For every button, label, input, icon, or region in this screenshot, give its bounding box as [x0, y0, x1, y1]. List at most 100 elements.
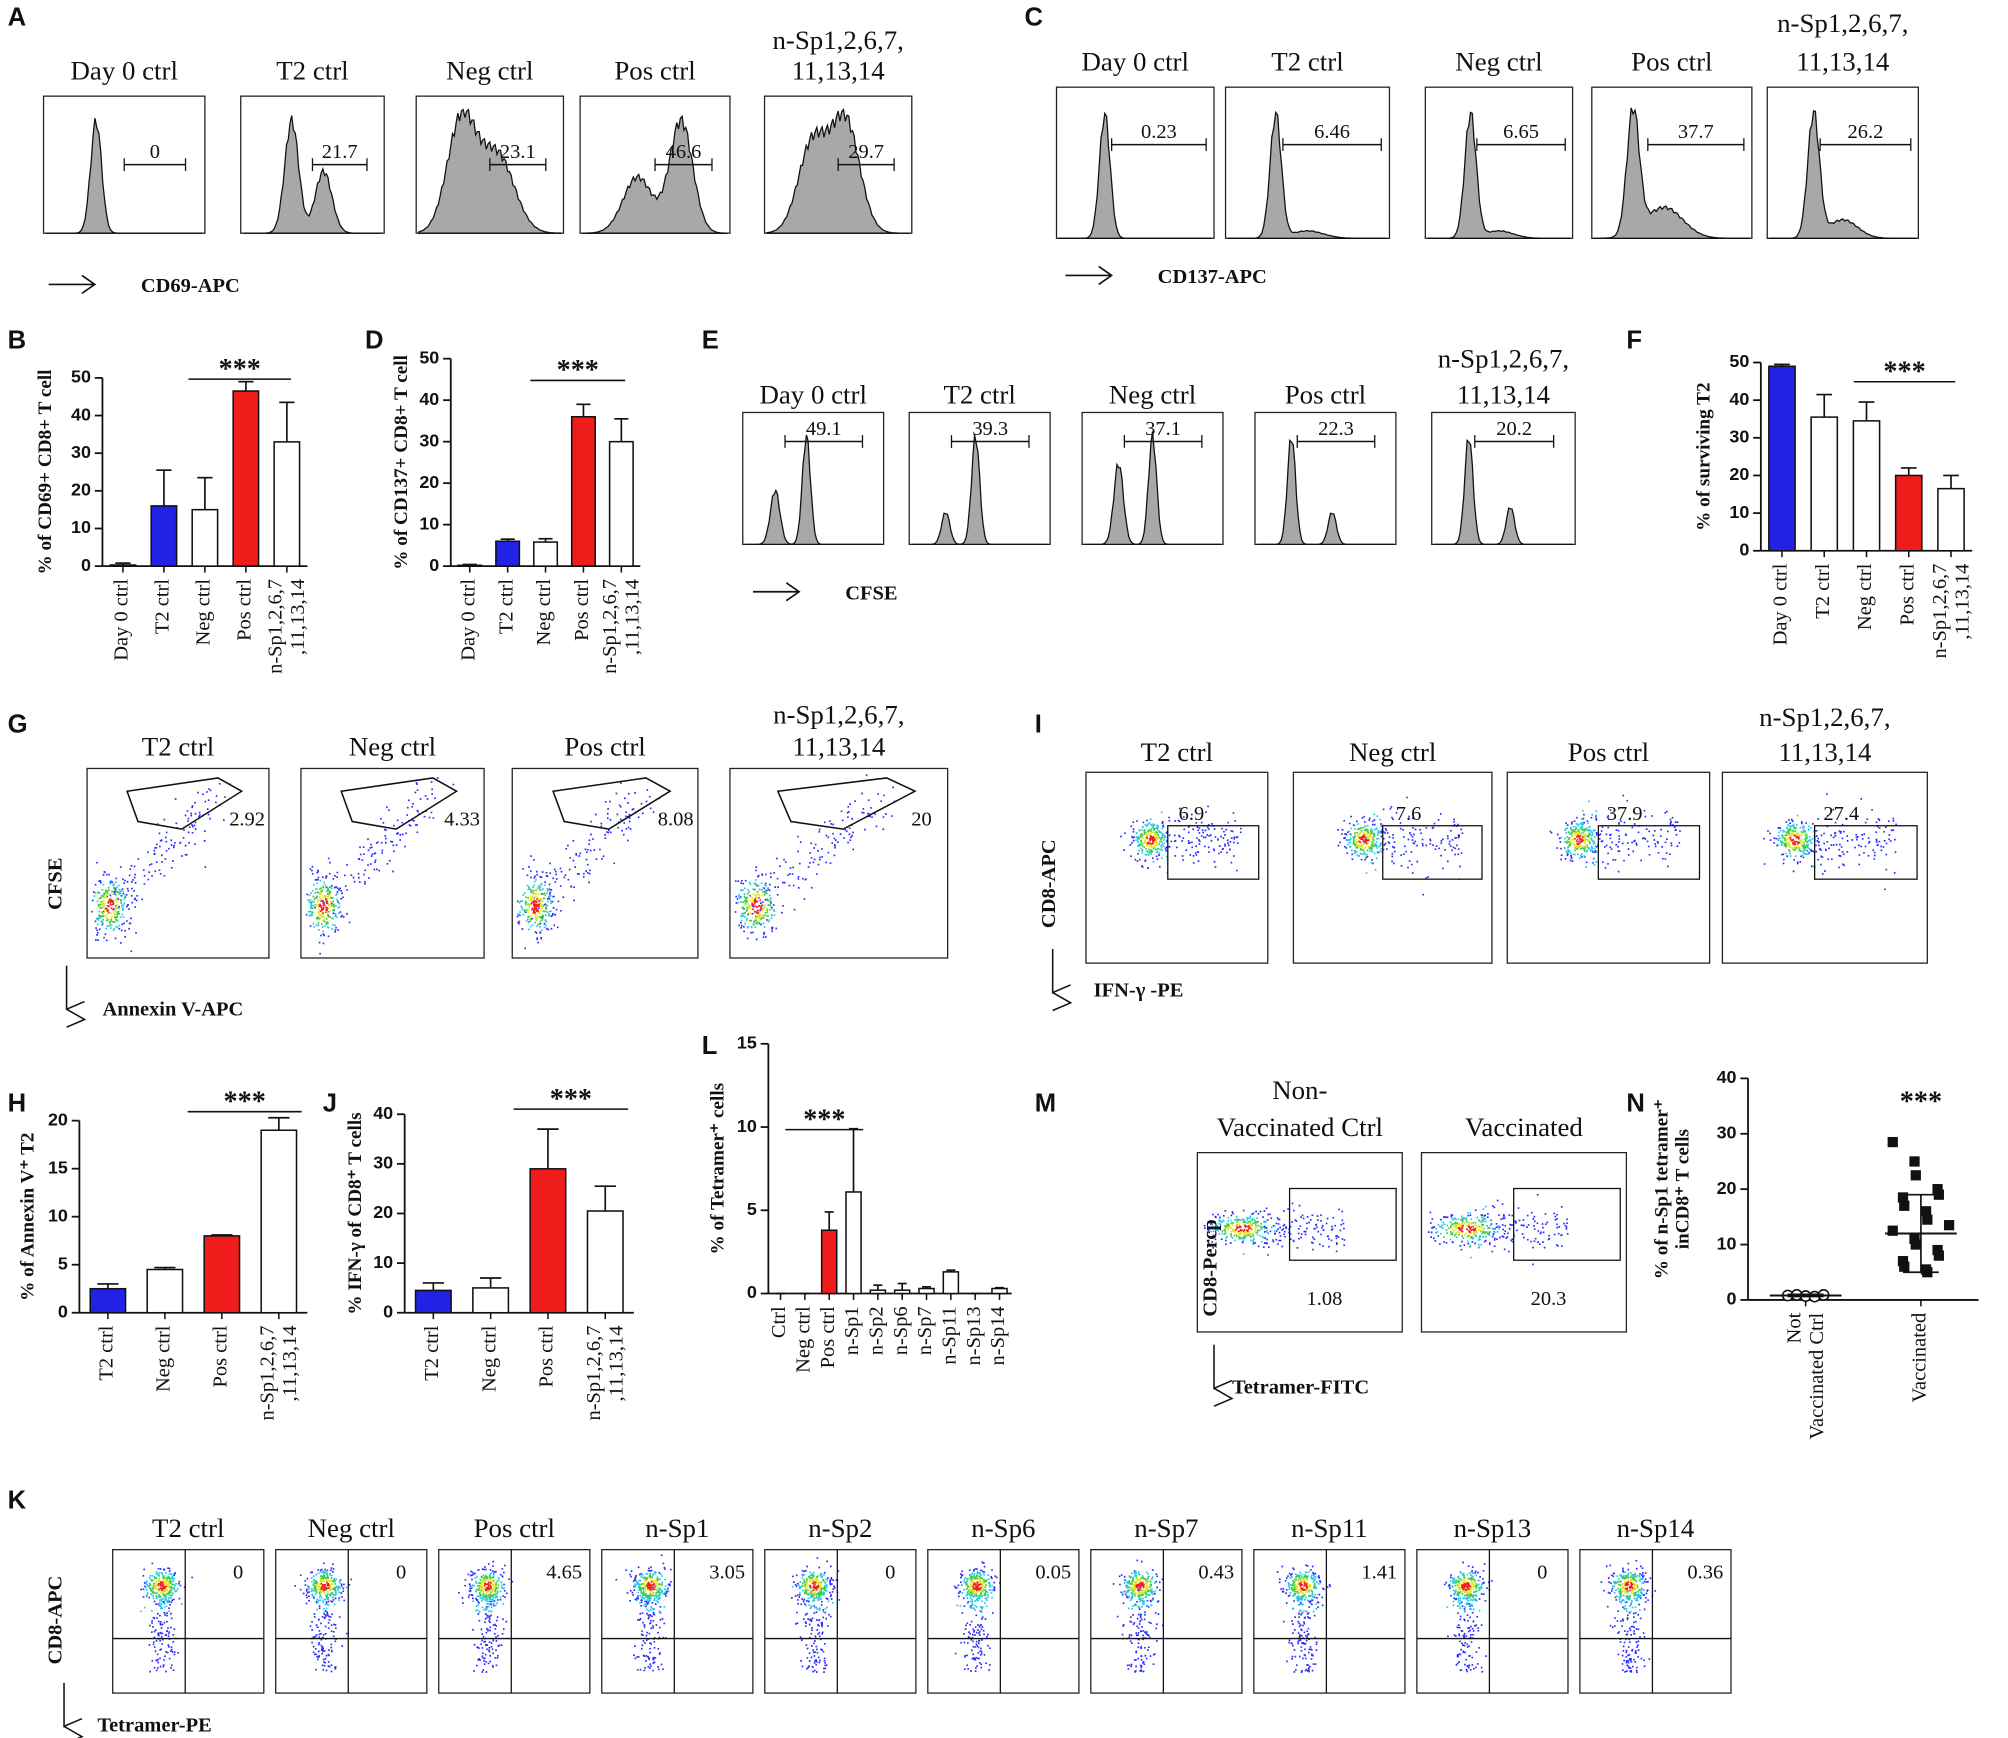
y-tick-label: 10: [737, 1116, 757, 1136]
x-axis-label: IFN-γ -PE: [1094, 979, 1184, 1001]
gate: [340, 777, 459, 830]
y-tick-label: 10: [1729, 502, 1749, 522]
x-tick-label: Neg ctrl: [533, 579, 555, 646]
flow-dots: [526, 892, 544, 920]
flow-dots: [1135, 1582, 1145, 1592]
significance: ***: [219, 354, 261, 385]
bar: [570, 415, 596, 567]
y-tick-label: 0: [81, 555, 91, 575]
flow-dots: [638, 1574, 664, 1598]
y-tick-label: 20: [48, 1109, 68, 1129]
x-axis-label: Tetramer-FITC: [1232, 1376, 1369, 1398]
gate-value: 7.6: [1396, 803, 1422, 825]
x-tick-label: T2 ctrl: [152, 579, 174, 634]
panel-letter: F: [1626, 326, 1642, 354]
y-tick-label: 0: [429, 555, 439, 575]
bar: [918, 1287, 935, 1295]
histogram: [766, 108, 910, 234]
plot-title: 11,13,14: [1457, 379, 1551, 409]
gate-value: 6.9: [1179, 803, 1205, 825]
histogram: [1228, 110, 1387, 239]
axis-arrow-head: [81, 274, 97, 295]
panel-letter: D: [365, 326, 384, 354]
gate-value: 0: [233, 1561, 243, 1583]
plot-title: T2 ctrl: [276, 56, 348, 86]
gate: [1597, 825, 1701, 880]
plot-title: Neg ctrl: [308, 1513, 395, 1543]
gate-value: 4.33: [444, 808, 480, 830]
bar: [203, 1235, 241, 1314]
x-tick-label: Day 0 ctrl: [111, 579, 133, 661]
plot-frame: [300, 767, 485, 959]
plot-title: n-Sp1,2,6,7,: [772, 25, 903, 55]
flow-dots: [1358, 834, 1370, 845]
plot-title: Day 0 ctrl: [1082, 47, 1189, 77]
histogram: [46, 118, 203, 234]
bar: [273, 441, 301, 567]
histogram: [1434, 438, 1573, 546]
plot-title: T2 ctrl: [1141, 737, 1213, 767]
x-tick-label: Day 0 ctrl: [457, 579, 479, 661]
y-axis-label: % of Annexin V⁺ T2: [17, 1133, 38, 1301]
bar: [109, 564, 137, 567]
axis-arrow: [66, 1008, 87, 1028]
flow-dots: [1569, 831, 1589, 849]
flow-dots: [1785, 831, 1805, 850]
flow-dots: [101, 892, 119, 920]
flow-dots: [157, 1581, 167, 1592]
plot-title: Pos ctrl: [614, 56, 695, 86]
flow-dots: [316, 1578, 334, 1595]
panel-letter: H: [8, 1090, 27, 1118]
plot-title: Neg ctrl: [446, 56, 533, 86]
bar: [608, 440, 634, 567]
flow-dots: [1611, 1571, 1645, 1613]
flow-dots: [791, 1571, 834, 1613]
flow-dots: [1445, 1218, 1491, 1239]
x-tick-label: Neg ctrl: [793, 1306, 815, 1373]
x-tick-label: n-Sp2: [866, 1306, 888, 1355]
plot-frame: [1055, 86, 1215, 239]
gate-value: 8.08: [658, 808, 694, 830]
histogram: [745, 434, 882, 546]
x-axis-label: Tetramer-PE: [97, 1714, 211, 1736]
flow-dots: [1226, 1222, 1259, 1236]
plot-title: n-Sp1,2,6,7,: [773, 700, 904, 730]
x-tick-label: n-Sp14: [987, 1306, 1009, 1365]
point: [1909, 1233, 1920, 1245]
axis-arrow: [1052, 991, 1073, 1012]
panel-letter: C: [1024, 4, 1043, 32]
axis-arrow-head: [785, 582, 801, 602]
gate-value: 0: [885, 1561, 895, 1583]
axis-arrow: [1213, 1387, 1234, 1407]
plot-frame: [1579, 1549, 1732, 1694]
flow-dots: [1624, 1581, 1634, 1592]
plot-frame: [1090, 1549, 1243, 1694]
x-tick-label: n-Sp1,2,6,7,11,13,14: [256, 1326, 301, 1421]
gate: [776, 777, 917, 830]
flow-dots: [1451, 1221, 1484, 1236]
y-tick-label: 10: [419, 513, 439, 533]
plot-title: T2 ctrl: [142, 732, 214, 762]
flow-dots: [643, 1577, 659, 1595]
flow-dots: [476, 1574, 500, 1599]
flow-dots: [1435, 1205, 1500, 1259]
gate-value: 0: [396, 1561, 406, 1583]
flow-dots: [804, 1578, 822, 1595]
flow-dots: [530, 898, 541, 914]
bar: [232, 390, 260, 567]
gate-value: 20.2: [1496, 418, 1532, 440]
plot-frame: [1766, 86, 1919, 239]
flow-dots: [1574, 834, 1584, 846]
histogram: [418, 108, 562, 234]
plot-title: n-Sp1,2,6,7,: [1777, 8, 1908, 38]
flow-dots: [1138, 827, 1163, 853]
x-tick-label: n-Sp1: [841, 1306, 863, 1355]
plot-title: n-Sp1: [645, 1513, 709, 1543]
y-axis-label: % of Tetramer⁺ cells: [708, 1083, 729, 1255]
panel-letter: L: [702, 1032, 718, 1060]
plot-title: n-Sp14: [1617, 1513, 1695, 1543]
gate: [126, 777, 244, 830]
x-tick-label: n-Sp6: [890, 1306, 912, 1355]
bar: [893, 1289, 911, 1295]
